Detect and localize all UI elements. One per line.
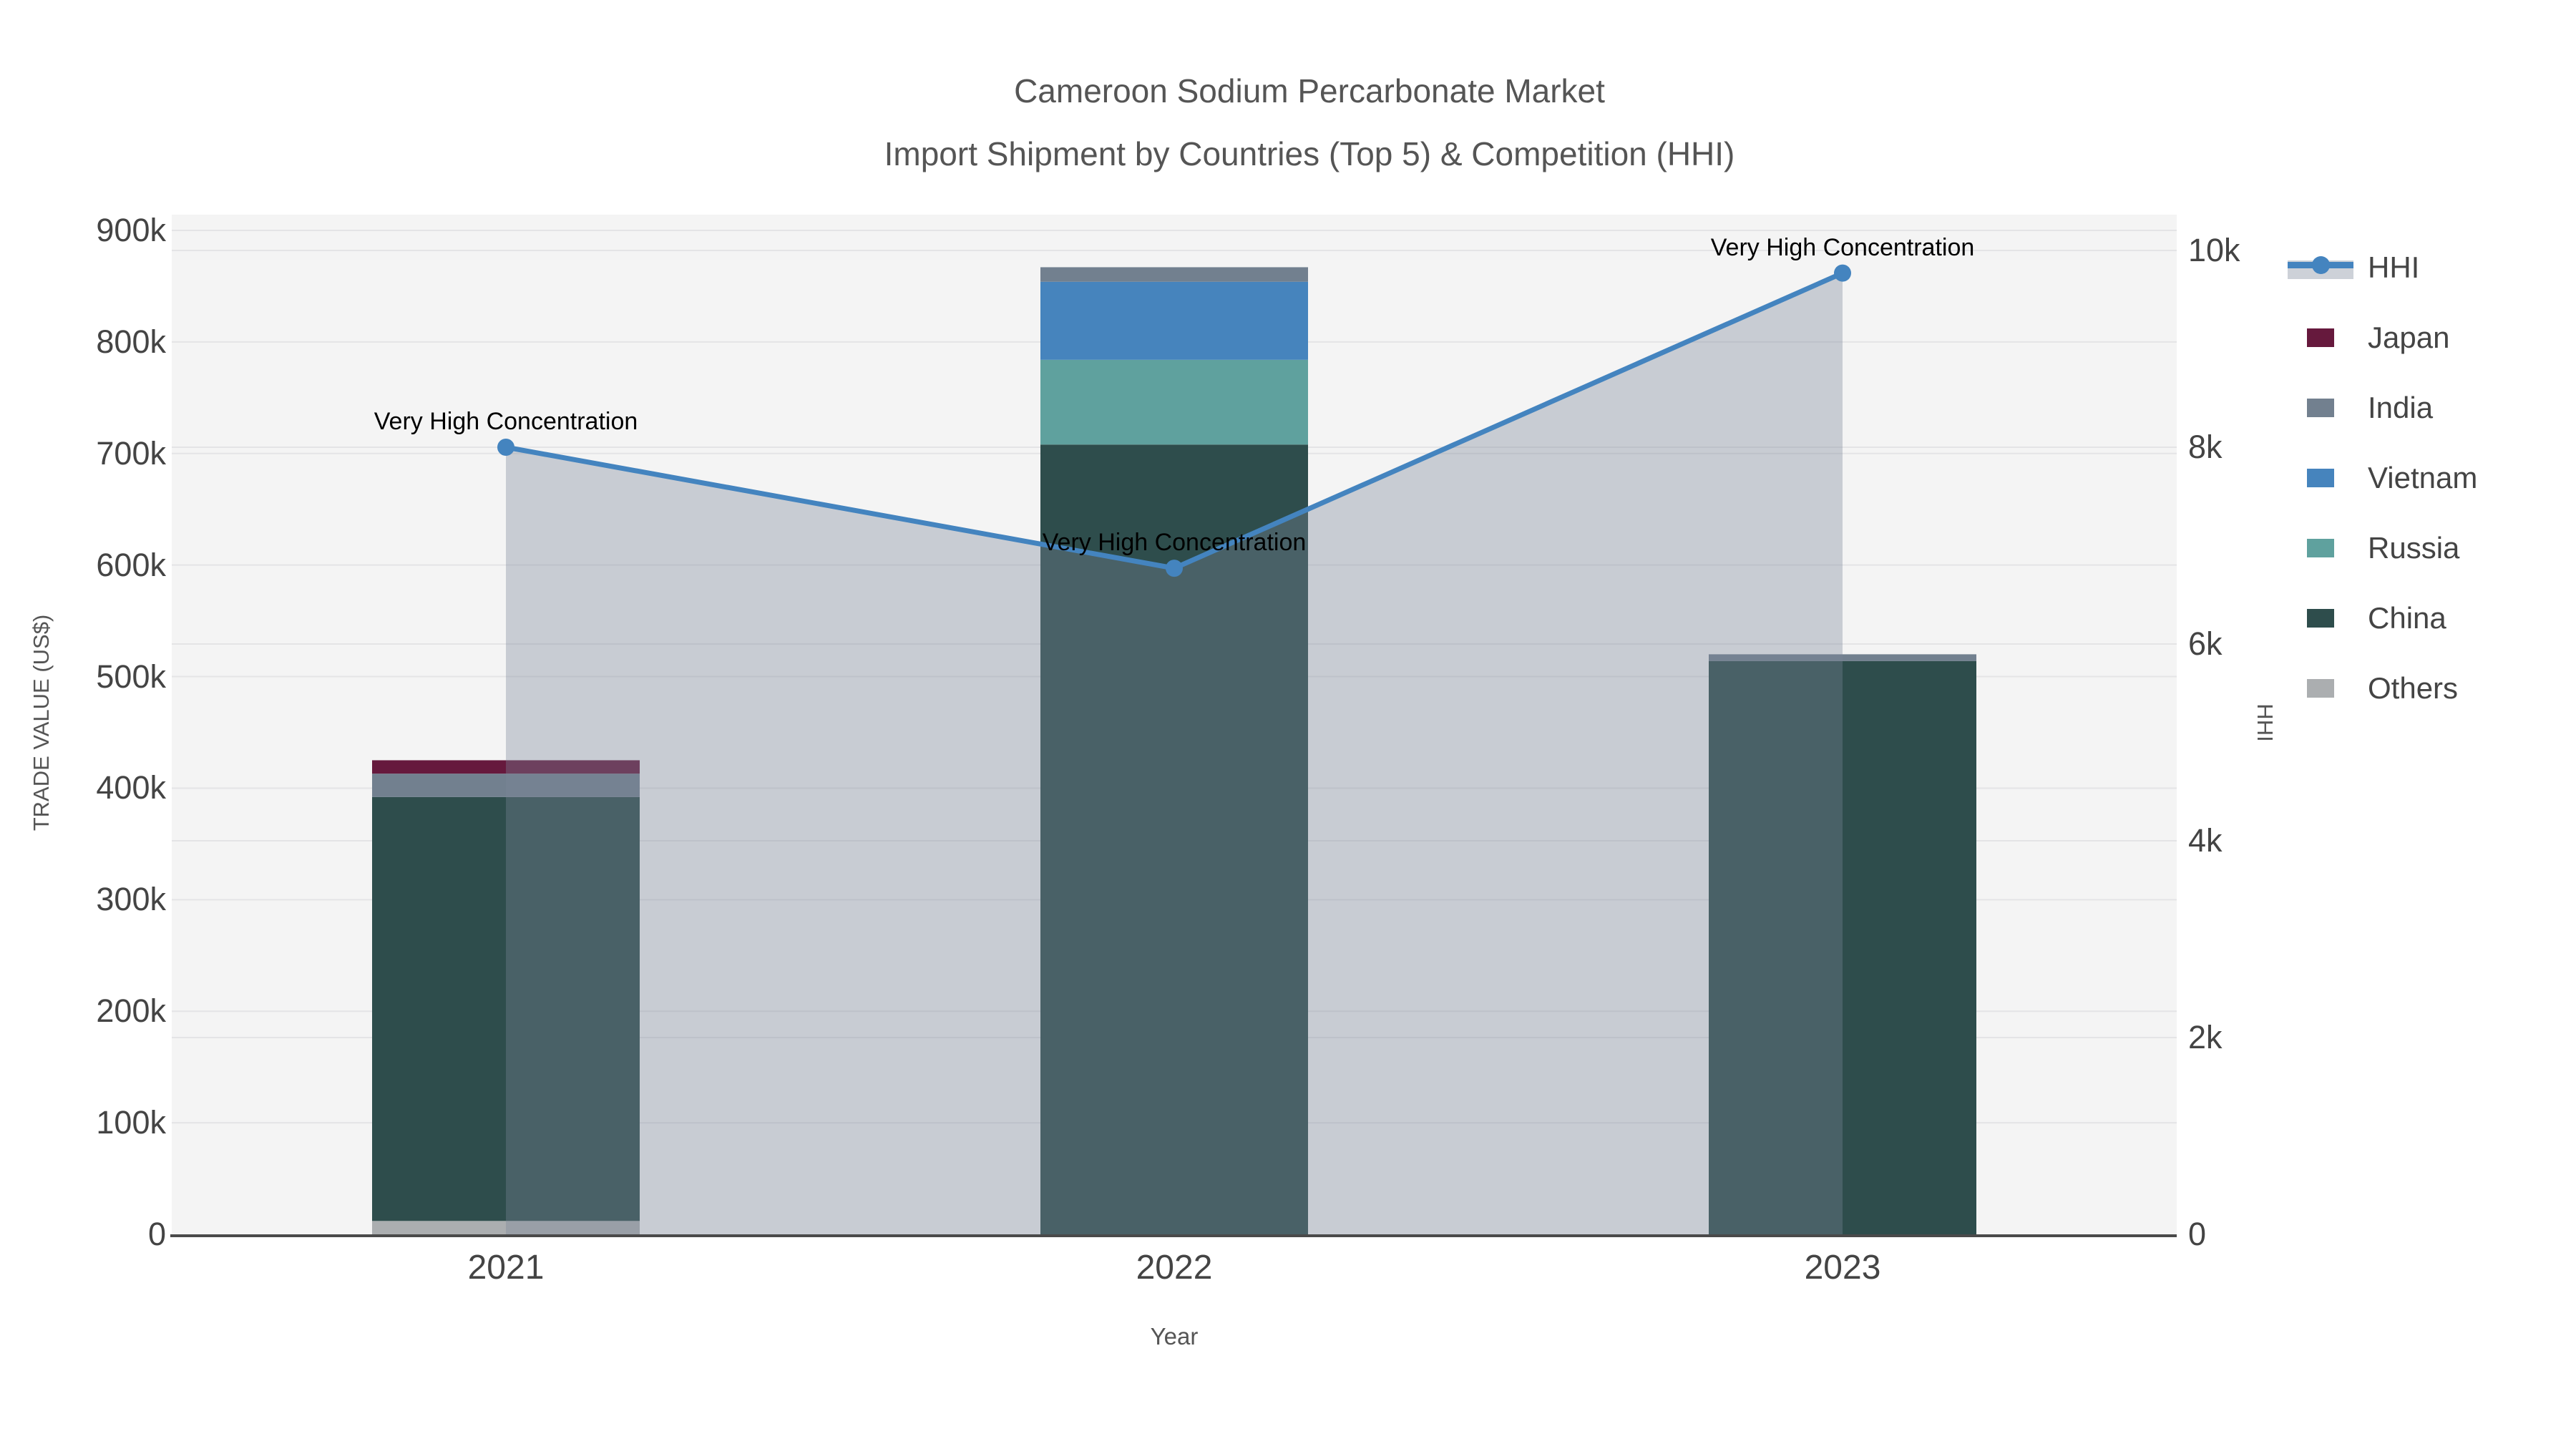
legend-label-hhi: HHI	[2368, 250, 2420, 284]
annotation-2021: Very High Concentration	[374, 408, 638, 435]
legend-swatch-wrap-vietnam	[2288, 462, 2353, 494]
bar-segment-others-2021	[372, 1221, 640, 1234]
y-right-tick-4k: 4k	[2188, 822, 2223, 859]
y-right-tick-10k: 10k	[2188, 232, 2240, 268]
bar-segment-japan-2021	[372, 760, 640, 774]
legend-swatch-wrap-russia	[2288, 532, 2353, 564]
y-right-tick-6k: 6k	[2188, 625, 2223, 662]
legend-label-india: India	[2368, 391, 2434, 424]
bar-segment-india-2021	[372, 774, 640, 797]
legend-item-japan[interactable]: Japan	[2288, 303, 2449, 373]
y-left-tick-600k: 600k	[96, 546, 166, 583]
legend-label-russia: Russia	[2368, 531, 2460, 565]
legend-swatch-wrap-others	[2288, 673, 2353, 704]
y-left-tick-500k: 500k	[96, 658, 166, 695]
y-left-tick-300k: 300k	[96, 881, 166, 918]
hhi-marker-2022	[1166, 560, 1183, 577]
hhi-area	[506, 273, 1843, 1234]
bar-segment-russia-2022	[1040, 359, 1308, 445]
y-left-tick-400k: 400k	[96, 769, 166, 806]
legend-swatch-wrap-japan	[2288, 322, 2353, 353]
x-tick-2022: 2022	[1136, 1249, 1213, 1287]
y-left-tick-800k: 800k	[96, 323, 166, 360]
legend-item-vietnam[interactable]: Vietnam	[2288, 443, 2477, 513]
legend-line-sample-hhi	[2288, 252, 2353, 283]
hhi-marker-2021	[497, 439, 514, 456]
legend-item-india[interactable]: India	[2288, 373, 2433, 443]
legend-swatch-china	[2307, 609, 2334, 628]
annotation-2023: Very High Concentration	[1710, 233, 1975, 261]
bar-segment-vietnam-2022	[1040, 281, 1308, 360]
hhi-marker-2023	[1834, 264, 1851, 282]
chart-title-line1: Cameroon Sodium Percarbonate Market	[1014, 72, 1605, 109]
y-left-tick-0: 0	[147, 1216, 166, 1252]
y-right-tick-8k: 8k	[2188, 429, 2223, 465]
x-axis-title: Year	[1150, 1323, 1199, 1350]
legend-swatch-others	[2307, 679, 2334, 698]
legend-label-others: Others	[2368, 671, 2459, 705]
legend-item-others[interactable]: Others	[2288, 653, 2458, 723]
bar-segment-china-2021	[372, 796, 640, 1221]
y-right-axis-title: HHI	[2253, 703, 2278, 742]
y-right-tick-0: 0	[2188, 1216, 2207, 1252]
legend-swatch-japan	[2307, 328, 2334, 347]
legend-item-hhi[interactable]: HHI	[2288, 233, 2419, 303]
x-tick-2021: 2021	[467, 1249, 545, 1287]
annotation-2022: Very High Concentration	[1042, 529, 1307, 557]
legend-item-china[interactable]: China	[2288, 583, 2446, 653]
legend-label-china: China	[2368, 601, 2446, 635]
hhi-marker-swatch	[2312, 256, 2330, 274]
chart-title-line2: Import Shipment by Countries (Top 5) & C…	[884, 135, 1735, 172]
legend-swatch-wrap-china	[2288, 602, 2353, 634]
legend-label-vietnam: Vietnam	[2368, 461, 2478, 494]
legend-swatch-wrap-india	[2288, 392, 2353, 424]
bar-segment-india-2023	[1709, 654, 1976, 661]
y-left-tick-100k: 100k	[96, 1104, 166, 1141]
legend-swatch-vietnam	[2307, 469, 2334, 487]
y-right-tick-2k: 2k	[2188, 1019, 2223, 1055]
x-tick-2023: 2023	[1804, 1249, 1881, 1287]
bar-segment-china-2023	[1709, 660, 1976, 1234]
legend-swatch-russia	[2307, 539, 2334, 557]
legend-item-russia[interactable]: Russia	[2288, 513, 2459, 583]
y-left-tick-200k: 200k	[96, 992, 166, 1030]
y-left-tick-900k: 900k	[96, 212, 166, 248]
bar-segment-india-2022	[1040, 267, 1308, 282]
y-left-tick-700k: 700k	[96, 434, 166, 472]
legend-swatch-india	[2307, 399, 2334, 417]
legend-label-japan: Japan	[2368, 321, 2450, 354]
